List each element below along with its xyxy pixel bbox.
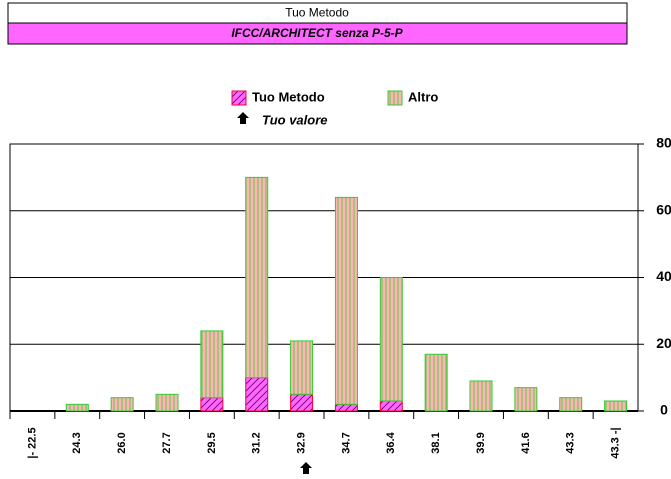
value-legend: Tuo valore <box>262 112 328 127</box>
bar-segment <box>604 400 628 412</box>
x-tick-label: 41.6 <box>520 432 532 453</box>
method-title: Tuo Metodo <box>285 6 349 20</box>
x-tick-label: 32.9 <box>295 432 307 453</box>
x-tick-label: 27.7 <box>161 432 173 453</box>
value-arrow <box>300 462 312 474</box>
x-tick-label: 26.0 <box>116 432 128 453</box>
bar-segment <box>334 403 358 412</box>
y-tick-label: 20 <box>656 335 671 351</box>
y-tick-label: 40 <box>656 268 671 284</box>
x-tick-label: 39.9 <box>475 432 487 453</box>
value-arrow-icon <box>237 112 249 124</box>
bar-segment <box>379 400 403 412</box>
x-tick-label: |- 22.5 <box>26 427 38 458</box>
y-tick-label: 0 <box>660 402 668 418</box>
bar-segment <box>65 403 89 412</box>
bar-segment <box>245 176 269 379</box>
legend-label: Altro <box>408 89 438 104</box>
y-tick-label: 80 <box>656 135 671 151</box>
assay-title: IFCC/ARCHITECT senza P-5-P <box>231 26 403 40</box>
bar-segment <box>424 353 448 412</box>
legend-swatch <box>387 90 403 106</box>
x-tick-label: 31.2 <box>251 432 263 453</box>
legend-label: Tuo Metodo <box>252 89 325 104</box>
x-tick-label: 24.3 <box>71 432 83 453</box>
x-tick-label: 29.5 <box>206 432 218 453</box>
x-tick-label: 36.4 <box>385 431 397 453</box>
bar-segment <box>245 377 269 412</box>
bar-segment <box>155 393 179 412</box>
legend: Tuo Metodo Altro <box>231 89 438 106</box>
bar-segment <box>290 393 314 412</box>
x-tick-label: 43.3 -| <box>609 427 621 458</box>
y-tick-label: 60 <box>656 201 671 217</box>
x-tick-label: 43.3 <box>565 432 577 453</box>
bar-segment <box>514 387 538 412</box>
assay-box <box>7 22 628 45</box>
bar-segment <box>334 196 358 405</box>
bar-segment <box>379 277 403 402</box>
bar-segment <box>290 340 314 395</box>
x-tick-label: 38.1 <box>430 432 442 453</box>
bar-segment <box>110 397 134 412</box>
bar-segment <box>200 330 224 399</box>
legend-swatch <box>231 90 247 106</box>
bar-segment <box>469 380 493 412</box>
x-tick-label: 34.7 <box>340 432 352 453</box>
bar-segment <box>559 397 583 412</box>
bar-segment <box>200 397 224 412</box>
